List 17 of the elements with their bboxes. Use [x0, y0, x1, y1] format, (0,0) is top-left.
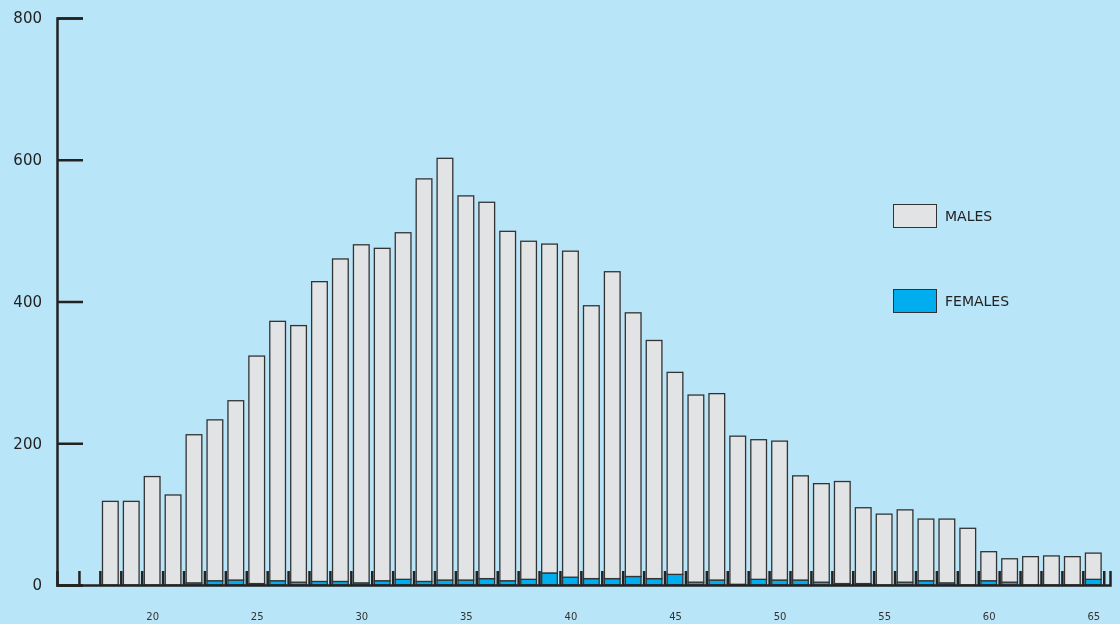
x-tick-label: 65 — [1087, 611, 1101, 623]
y-tick-label: 800 — [13, 9, 42, 28]
legend-label: MALES — [945, 208, 993, 224]
y-tick-label: 600 — [13, 151, 42, 170]
x-tick-label: 25 — [250, 611, 264, 623]
y-tick-label: 200 — [13, 434, 42, 453]
x-tick-label: 20 — [146, 611, 160, 623]
x-tick-label: 60 — [982, 611, 996, 623]
legend-label: FEMALES — [945, 293, 1010, 309]
x-tick-label: 55 — [878, 611, 891, 623]
y-tick-label: 400 — [13, 292, 42, 311]
x-tick-label: 45 — [669, 611, 682, 623]
y-tick-label: 0 — [32, 576, 42, 595]
x-tick-label: 40 — [564, 611, 578, 623]
x-tick-label: 50 — [773, 611, 787, 623]
x-tick-label: 30 — [355, 611, 369, 623]
x-tick-label: 35 — [459, 611, 473, 623]
